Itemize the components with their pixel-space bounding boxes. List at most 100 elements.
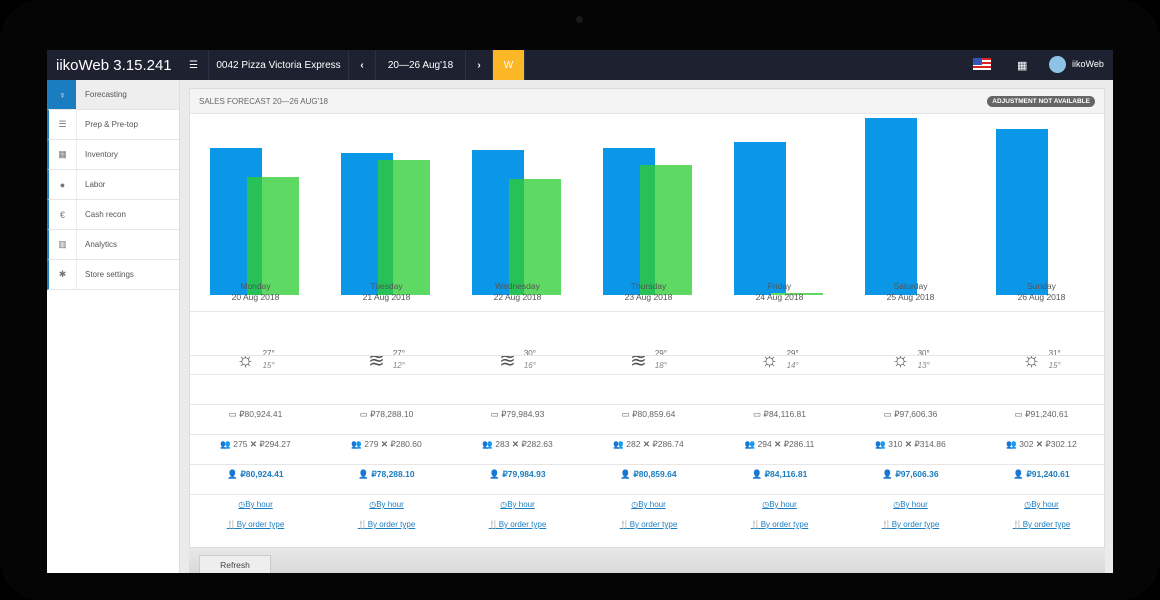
times-icon: ✕ — [249, 439, 257, 449]
top-bar: iikoWeb 3.15.241 ☰ 0042 Pizza Victoria E… — [47, 50, 1113, 80]
day-name: Sunday — [1027, 281, 1056, 291]
by-hour-link[interactable]: ◷By hour — [845, 499, 976, 509]
day-label: Monday 20 Aug 2018 — [190, 281, 321, 303]
by-order-type-text[interactable]: By order type — [629, 520, 678, 529]
row-divider — [190, 494, 1106, 495]
total-cell: 👤 ₽84,116.81 — [714, 469, 845, 480]
by-hour-text[interactable]: By hour — [376, 500, 404, 509]
by-order-type-link[interactable]: 🍴By order type — [714, 519, 845, 529]
cutlery-icon: 🍴 — [357, 520, 368, 529]
sidebar-item-label: Store settings — [85, 270, 134, 279]
by-hour-link[interactable]: ◷By hour — [714, 499, 845, 509]
by-order-type-link[interactable]: 🍴By order type — [976, 519, 1107, 529]
day-name: Wednesday — [495, 281, 540, 291]
apps-grid-icon[interactable]: ▦ — [1017, 60, 1028, 72]
by-hour-text[interactable]: By hour — [1031, 500, 1059, 509]
prev-period-button[interactable]: ‹ — [349, 50, 376, 80]
bar-overlap — [378, 159, 393, 295]
avatar[interactable] — [1049, 56, 1066, 73]
sidebar-item-store-settings[interactable]: ✱ Store settings — [47, 260, 179, 290]
row-divider — [190, 464, 1106, 465]
sidebar-item-prep-pre-top[interactable]: ☰ Prep & Pre-top — [47, 110, 179, 140]
by-hour-link[interactable]: ◷By hour — [452, 499, 583, 509]
by-order-type-link[interactable]: 🍴By order type — [452, 519, 583, 529]
by-order-type-text[interactable]: By order type — [891, 520, 940, 529]
sidebar-item-label: Labor — [85, 180, 106, 189]
times-icon: ✕ — [1035, 439, 1043, 449]
by-order-type-link[interactable]: 🍴By order type — [321, 519, 452, 529]
day-date: 20 Aug 2018 — [231, 292, 280, 302]
by-order-type-text[interactable]: By order type — [760, 520, 809, 529]
refresh-button[interactable]: Refresh — [199, 555, 271, 573]
wind-icon: ≋ — [630, 349, 647, 372]
user-name[interactable]: iikoWeb — [1072, 59, 1104, 69]
day-column: Thursday 23 Aug 2018 ≋ 29° 18° ▭ ₽80,859.64… — [583, 89, 714, 549]
temp-low: 18° — [654, 361, 667, 370]
forecast-cell: ▭ ₽79,984.93 — [452, 409, 583, 420]
day-date: 21 Aug 2018 — [362, 292, 411, 302]
monitor-icon: ▭ — [359, 409, 368, 419]
by-hour-text[interactable]: By hour — [900, 500, 928, 509]
by-hour-link[interactable]: ◷By hour — [583, 499, 714, 509]
monitor-icon: ▭ — [883, 409, 892, 419]
forecast-cell: ▭ ₽78,288.10 — [321, 409, 452, 420]
forecast-bar[interactable] — [996, 129, 1048, 295]
total-value: ₽84,116.81 — [764, 469, 808, 479]
temp-high: 30° — [917, 349, 930, 358]
next-period-button[interactable]: › — [466, 50, 493, 80]
user-icon: 👤 — [358, 469, 369, 479]
by-hour-text[interactable]: By hour — [638, 500, 666, 509]
day-label: Sunday 26 Aug 2018 — [976, 281, 1107, 303]
by-order-type-text[interactable]: By order type — [367, 520, 416, 529]
by-order-type-link[interactable]: 🍴By order type — [190, 519, 321, 529]
day-name: Friday — [767, 281, 792, 291]
by-hour-text[interactable]: By hour — [507, 500, 535, 509]
users-icon: 👥 — [1006, 439, 1017, 449]
user-icon: 👤 — [227, 469, 238, 479]
users-icon: 👥 — [744, 439, 756, 449]
total-cell: 👤 ₽91,240.61 — [976, 469, 1107, 480]
users-icon: 👥 — [875, 439, 886, 449]
by-order-type-text[interactable]: By order type — [498, 520, 547, 529]
forecast-value: ₽91,240.61 — [1025, 409, 1069, 419]
monitor-icon: ▭ — [228, 409, 237, 419]
day-date: 26 Aug 2018 — [1017, 292, 1066, 302]
day-date: 25 Aug 2018 — [886, 292, 935, 302]
sidebar-item-analytics[interactable]: ▥ Analytics — [47, 230, 179, 260]
by-order-type-link[interactable]: 🍴By order type — [845, 519, 976, 529]
temp-high: 29° — [654, 349, 667, 358]
weather-cell: ☼ 27° 15° — [190, 342, 321, 378]
sun-icon: ☼ — [760, 348, 779, 371]
wind-icon: ≋ — [499, 349, 516, 372]
sidebar-item-inventory[interactable]: ▦ Inventory — [47, 140, 179, 170]
day-date: 23 Aug 2018 — [624, 292, 673, 302]
actual-bar[interactable] — [771, 293, 823, 295]
by-hour-text[interactable]: By hour — [245, 500, 273, 509]
forecast-bar[interactable] — [734, 142, 786, 295]
forecast-value: ₽79,984.93 — [501, 409, 545, 419]
menu-icon[interactable]: ☰ — [179, 50, 209, 80]
app-title: iikoWeb 3.15.241 — [56, 56, 172, 74]
sidebar-item-cash-recon[interactable]: € Cash recon — [47, 200, 179, 230]
by-order-type-link[interactable]: 🍴By order type — [583, 519, 714, 529]
clock-icon: ◷ — [762, 500, 770, 509]
day-date: 24 Aug 2018 — [755, 292, 804, 302]
by-hour-link[interactable]: ◷By hour — [321, 499, 452, 509]
by-hour-link[interactable]: ◷By hour — [976, 499, 1107, 509]
store-selector[interactable]: 0042 Pizza Victoria Express — [209, 50, 349, 80]
by-hour-text[interactable]: By hour — [769, 500, 797, 509]
week-toggle[interactable]: W — [493, 50, 525, 80]
row-divider — [190, 404, 1106, 405]
us-flag-icon[interactable] — [973, 58, 991, 70]
times-icon: ✕ — [774, 439, 782, 449]
by-hour-link[interactable]: ◷By hour — [190, 499, 321, 509]
sidebar-item-labor[interactable]: ● Labor — [47, 170, 179, 200]
day-label: Tuesday 21 Aug 2018 — [321, 281, 452, 303]
cutlery-icon: 🍴 — [881, 520, 892, 529]
forecast-bar[interactable] — [865, 117, 917, 295]
day-date: 22 Aug 2018 — [493, 292, 542, 302]
by-order-type-text[interactable]: By order type — [236, 520, 285, 529]
by-order-type-text[interactable]: By order type — [1022, 520, 1071, 529]
sidebar-item-forecasting[interactable]: ♀ Forecasting — [47, 80, 179, 110]
total-cell: 👤 ₽97,606.36 — [845, 469, 976, 480]
